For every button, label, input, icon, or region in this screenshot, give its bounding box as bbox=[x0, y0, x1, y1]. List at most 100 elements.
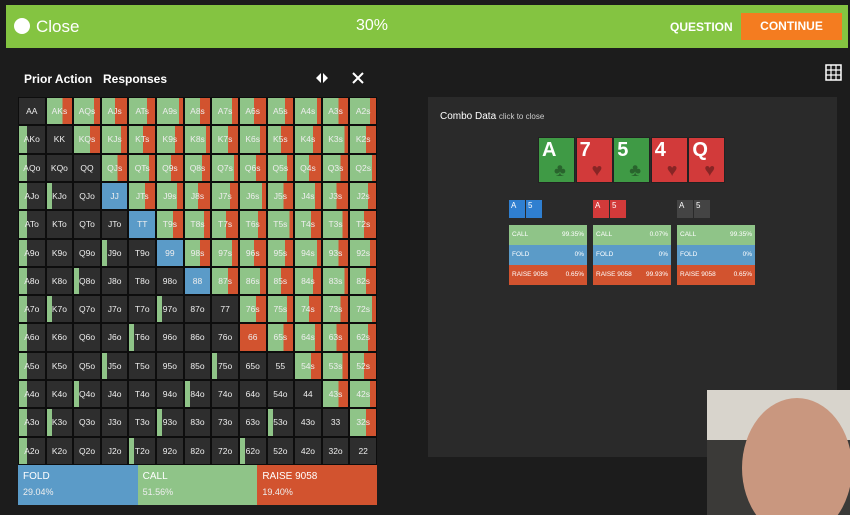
hand-cell[interactable]: 32o bbox=[321, 436, 350, 465]
hand-cell[interactable]: A2o bbox=[18, 436, 46, 465]
hand-cell[interactable]: 95o bbox=[156, 351, 184, 381]
hand-cell[interactable]: Q9o bbox=[73, 238, 101, 267]
hand-cell[interactable]: K6s bbox=[238, 125, 267, 154]
hand-cell[interactable]: 88 bbox=[183, 266, 212, 296]
hand-cell[interactable]: QTs bbox=[128, 153, 157, 182]
hand-cell[interactable]: K5s bbox=[266, 125, 295, 154]
hand-cell[interactable]: QQ bbox=[73, 153, 101, 182]
hand-cell[interactable]: QJo bbox=[73, 181, 101, 211]
hand-cell[interactable]: 43s bbox=[321, 380, 350, 409]
hand-cell[interactable]: T6s bbox=[238, 210, 267, 239]
hand-cell[interactable]: 86o bbox=[183, 323, 212, 352]
hand-cell[interactable]: J7o bbox=[100, 295, 129, 324]
hand-cell[interactable]: J8s bbox=[183, 181, 212, 211]
question-button[interactable]: QUESTION bbox=[670, 20, 733, 34]
hand-cell[interactable]: K8o bbox=[45, 266, 74, 296]
hand-cell[interactable]: K2o bbox=[45, 436, 74, 465]
hand-cell[interactable]: 44 bbox=[294, 380, 322, 409]
hand-cell[interactable]: J9s bbox=[156, 181, 184, 211]
hand-cell[interactable]: 63s bbox=[321, 323, 350, 352]
hand-cell[interactable]: 85s bbox=[266, 266, 295, 296]
hand-cell[interactable]: K7o bbox=[45, 295, 74, 324]
hand-cell[interactable]: QJs bbox=[100, 153, 129, 182]
hand-cell[interactable]: T2o bbox=[128, 436, 157, 465]
hand-cell[interactable]: 62s bbox=[349, 323, 377, 352]
hand-cell[interactable]: 72o bbox=[211, 436, 239, 465]
hand-cell[interactable]: T2s bbox=[349, 210, 377, 239]
hand-cell[interactable]: Q3o bbox=[73, 408, 101, 437]
hand-cell[interactable]: 66 bbox=[238, 323, 267, 352]
hand-cell[interactable]: 93s bbox=[321, 238, 350, 267]
hand-cell[interactable]: A5s bbox=[266, 97, 295, 126]
hand-cell[interactable]: 76o bbox=[211, 323, 239, 352]
hand-cell[interactable]: Q9s bbox=[156, 153, 184, 182]
hand-cell[interactable]: TT bbox=[128, 210, 157, 239]
hand-cell[interactable]: KTo bbox=[45, 210, 74, 239]
hand-cell[interactable]: 82s bbox=[349, 266, 377, 296]
hand-cell[interactable]: T9s bbox=[156, 210, 184, 239]
hand-cell[interactable]: KK bbox=[45, 125, 74, 154]
hand-cell[interactable]: 84s bbox=[294, 266, 322, 296]
hand-cell[interactable]: 77 bbox=[211, 295, 239, 324]
hand-cell[interactable]: JTs bbox=[128, 181, 157, 211]
hand-cell[interactable]: J6o bbox=[100, 323, 129, 352]
hand-cell[interactable]: 83o bbox=[183, 408, 212, 437]
hand-cell[interactable]: 72s bbox=[349, 295, 377, 324]
hand-cell[interactable]: Q7s bbox=[211, 153, 239, 182]
hand-cell[interactable]: J3o bbox=[100, 408, 129, 437]
hand-cell[interactable]: 65s bbox=[266, 323, 295, 352]
hand-cell[interactable]: 97o bbox=[156, 295, 184, 324]
hand-cell[interactable]: K7s bbox=[211, 125, 239, 154]
hand-cell[interactable]: 99 bbox=[156, 238, 184, 267]
hand-cell[interactable]: AKo bbox=[18, 125, 46, 154]
hand-cell[interactable]: 32s bbox=[349, 408, 377, 437]
hand-cell[interactable]: T7o bbox=[128, 295, 157, 324]
close-icon[interactable] bbox=[14, 18, 30, 34]
hand-cell[interactable]: 93o bbox=[156, 408, 184, 437]
hand-cell[interactable]: Q4s bbox=[294, 153, 322, 182]
hand-cell[interactable]: 74s bbox=[294, 295, 322, 324]
hand-cell[interactable]: AA bbox=[18, 97, 46, 126]
hand-cell[interactable]: KTs bbox=[128, 125, 157, 154]
hand-cell[interactable]: J2o bbox=[100, 436, 129, 465]
hand-cell[interactable]: 85o bbox=[183, 351, 212, 381]
hand-cell[interactable]: 42s bbox=[349, 380, 377, 409]
hand-cell[interactable]: 22 bbox=[349, 436, 377, 465]
hand-cell[interactable]: J7s bbox=[211, 181, 239, 211]
hand-cell[interactable]: 52s bbox=[349, 351, 377, 381]
hand-cell[interactable]: 43o bbox=[294, 408, 322, 437]
hand-cell[interactable]: J3s bbox=[321, 181, 350, 211]
hand-cell[interactable]: 97s bbox=[211, 238, 239, 267]
hand-cell[interactable]: Q2o bbox=[73, 436, 101, 465]
continue-button[interactable]: CONTINUE bbox=[741, 13, 842, 40]
hand-cell[interactable]: AJs bbox=[100, 97, 129, 126]
hand-cell[interactable]: 96s bbox=[238, 238, 267, 267]
hand-cell[interactable]: K9o bbox=[45, 238, 74, 267]
grid-icon[interactable] bbox=[825, 64, 842, 81]
hand-cell[interactable]: J9o bbox=[100, 238, 129, 267]
hand-cell[interactable]: 96o bbox=[156, 323, 184, 352]
hand-cell[interactable]: A8o bbox=[18, 266, 46, 296]
hand-cell[interactable]: 54s bbox=[294, 351, 322, 381]
hand-cell[interactable]: 75s bbox=[266, 295, 295, 324]
hand-cell[interactable]: JJ bbox=[100, 181, 129, 211]
hand-cell[interactable]: T5s bbox=[266, 210, 295, 239]
hand-cell[interactable]: A9o bbox=[18, 238, 46, 267]
hand-cell[interactable]: T3s bbox=[321, 210, 350, 239]
hand-cell[interactable]: J6s bbox=[238, 181, 267, 211]
hand-cell[interactable]: 62o bbox=[238, 436, 267, 465]
hand-cell[interactable]: 42o bbox=[294, 436, 322, 465]
hand-cell[interactable]: T7s bbox=[211, 210, 239, 239]
hand-cell[interactable]: KQs bbox=[73, 125, 101, 154]
hand-cell[interactable]: 94s bbox=[294, 238, 322, 267]
hand-cell[interactable]: Q6s bbox=[238, 153, 267, 182]
hand-cell[interactable]: K5o bbox=[45, 351, 74, 381]
hand-cell[interactable]: 63o bbox=[238, 408, 267, 437]
hand-cell[interactable]: K4o bbox=[45, 380, 74, 409]
hand-cell[interactable]: A7s bbox=[211, 97, 239, 126]
hand-cell[interactable]: Q8o bbox=[73, 266, 101, 296]
hand-cell[interactable]: 86s bbox=[238, 266, 267, 296]
hand-cell[interactable]: A3s bbox=[321, 97, 350, 126]
hand-cell[interactable]: Q3s bbox=[321, 153, 350, 182]
panel-icons[interactable] bbox=[314, 70, 372, 86]
